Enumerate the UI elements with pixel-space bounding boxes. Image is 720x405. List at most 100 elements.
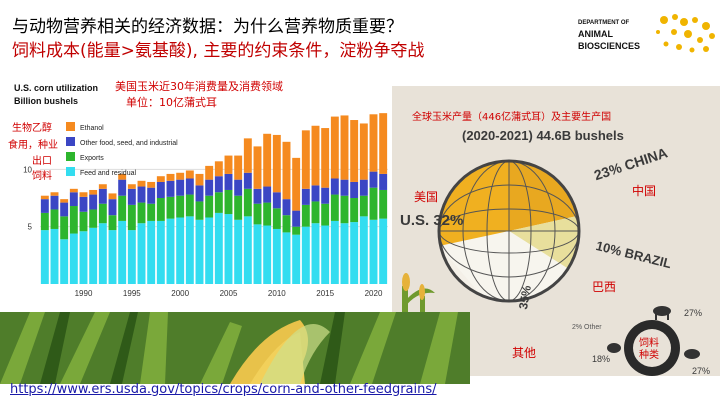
bar-segment	[156, 176, 165, 182]
bar-segment	[118, 220, 127, 284]
bar-segment	[69, 206, 78, 234]
bar-segment	[340, 223, 349, 284]
bar-segment	[272, 208, 281, 229]
two-pct-other-label: 2% Other	[572, 324, 602, 331]
bar-segment	[137, 180, 146, 187]
bar-segment	[243, 172, 252, 189]
bar-segment	[195, 173, 204, 186]
bar-segment	[224, 189, 233, 215]
corn-utilization-chart-panel: 5101990199520002005201020152020Marketing…	[8, 76, 394, 308]
bar-segment	[50, 209, 59, 229]
bar-segment	[321, 128, 330, 188]
bar-segment	[263, 186, 272, 203]
bar-segment	[176, 172, 185, 180]
legend-swatch	[66, 167, 75, 176]
side-label-feed: 饲料	[32, 171, 52, 182]
x-tick-label: 1995	[123, 289, 141, 296]
pct-27-top: 27%	[684, 308, 703, 318]
bar-segment	[127, 204, 136, 231]
bar-segment	[214, 176, 223, 193]
bar-segment	[166, 196, 175, 219]
turkey-icon	[684, 349, 700, 359]
chicken-icon	[607, 343, 621, 353]
bar-segment	[379, 189, 388, 219]
bar-segment	[108, 230, 117, 284]
bar-segment	[166, 218, 175, 284]
bar-segment	[243, 188, 252, 217]
bar-segment	[214, 212, 223, 284]
bar-segment	[263, 133, 272, 187]
world-production-note: 全球玉米产量（446亿蒲式耳）及主要生产国	[412, 112, 612, 123]
bar-segment	[292, 226, 301, 235]
bar-segment	[205, 217, 214, 284]
us-slice	[439, 161, 509, 246]
corn-field-photo	[0, 312, 470, 384]
bar-segment	[330, 220, 339, 284]
bar-segment	[89, 209, 98, 228]
bar-segment	[330, 178, 339, 195]
bar-segment	[60, 199, 69, 203]
brazil-slice	[509, 216, 579, 268]
bar-segment	[311, 125, 320, 186]
other-slice	[439, 231, 567, 301]
china-label: 中国	[632, 184, 657, 198]
usda-source-link[interactable]: https://www.ers.usda.gov/topics/crops/co…	[10, 382, 437, 397]
bar-segment	[40, 230, 49, 284]
bar-segment	[147, 220, 156, 284]
us-share-label: U.S. 32%	[400, 212, 464, 229]
bar-segment	[60, 202, 69, 217]
bar-segment	[137, 202, 146, 224]
logo-line-1: DEPARTMENT OF	[578, 20, 630, 26]
usa-label: 美国	[414, 190, 439, 204]
x-tick-label: 1990	[75, 289, 93, 296]
bar-segment	[98, 203, 107, 224]
bar-segment	[311, 201, 320, 224]
bar-segment	[89, 227, 98, 284]
bar-segment	[350, 181, 359, 198]
brazil-label: 巴西	[592, 280, 617, 294]
bar-segment	[156, 181, 165, 198]
logo-line-2: ANIMAL	[578, 29, 613, 39]
bar-segment	[243, 216, 252, 284]
bar-segment	[127, 188, 136, 205]
bar-segment	[282, 199, 291, 216]
legend-swatch	[66, 152, 75, 161]
bar-segment	[272, 228, 281, 284]
legend-label: Ethanol	[80, 125, 104, 132]
chart-note-unit: 单位：10亿蒲式耳	[126, 96, 217, 109]
bar-segment	[214, 192, 223, 213]
bar-segment	[311, 223, 320, 284]
feed-types-label: 饲料 种类	[639, 338, 659, 361]
bar-segment	[330, 194, 339, 221]
bar-segment	[205, 179, 214, 196]
bar-segment	[147, 187, 156, 204]
bar-segment	[98, 223, 107, 284]
logo-dots-icon	[656, 14, 715, 53]
x-tick-label: 2020	[365, 289, 383, 296]
bar-segment	[321, 203, 330, 226]
bar-segment	[272, 134, 281, 193]
bar-segment	[369, 171, 378, 188]
bar-segment	[282, 232, 291, 284]
side-label-food-seed: 食用，种业	[8, 140, 58, 151]
bar-segment	[127, 230, 136, 284]
world-corn-infographic: 全球玉米产量（446亿蒲式耳）及主要生产国 (2020-2021) 44.6B …	[392, 86, 720, 376]
bar-segment	[137, 186, 146, 203]
china-slice	[509, 161, 577, 231]
bar-segment	[118, 195, 127, 221]
bar-segment	[301, 204, 310, 227]
bar-segment	[253, 203, 262, 225]
bar-segment	[185, 194, 194, 217]
x-tick-label: 2010	[268, 289, 286, 296]
bar-segment	[50, 195, 59, 210]
bar-segment	[205, 195, 214, 218]
bar-segment	[60, 216, 69, 240]
bar-segment	[147, 181, 156, 188]
other-label: 其他	[512, 346, 537, 360]
bar-segment	[253, 146, 262, 189]
bar-segment	[127, 184, 136, 189]
bar-segment	[263, 225, 272, 284]
bar-segment	[40, 199, 49, 213]
bar-segment	[330, 116, 339, 179]
bar-segment	[234, 219, 243, 284]
